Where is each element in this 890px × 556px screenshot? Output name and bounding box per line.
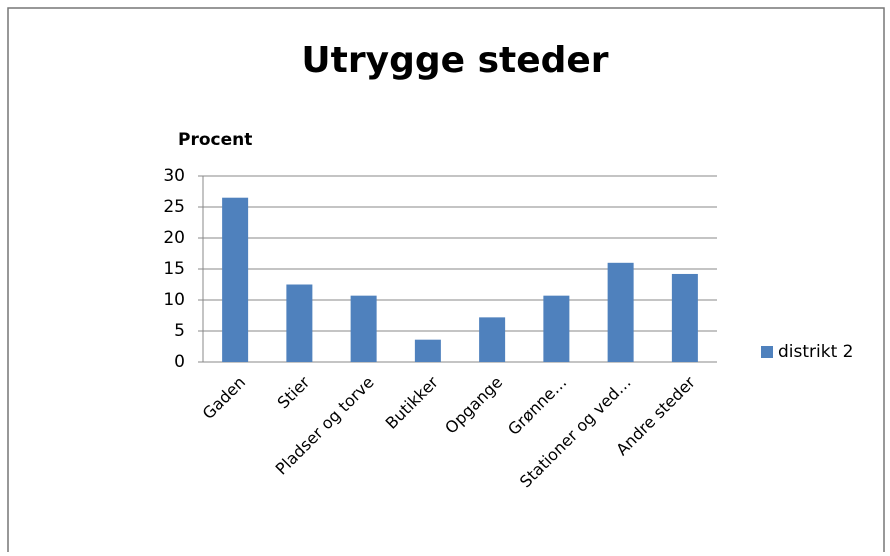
bar: [286, 284, 313, 362]
y-axis-label: Procent: [178, 130, 252, 150]
bar: [350, 295, 377, 362]
bar: [414, 339, 441, 362]
chart-title: Utrygge steder: [301, 40, 608, 81]
y-tick-label: 0: [174, 352, 185, 372]
bar: [222, 197, 249, 362]
y-tick-label: 10: [163, 290, 185, 310]
y-tick-label: 20: [163, 228, 185, 248]
legend-label: distrikt 2: [778, 342, 853, 362]
bar: [671, 273, 698, 362]
y-tick-label: 5: [174, 321, 185, 341]
bar: [479, 317, 506, 362]
chart-frame: [7, 7, 885, 556]
bar: [543, 295, 570, 362]
y-tick-label: 30: [163, 166, 185, 186]
bar: [607, 262, 634, 362]
y-tick-label: 25: [163, 197, 185, 217]
y-tick-label: 15: [163, 259, 185, 279]
legend-swatch: [761, 346, 773, 358]
